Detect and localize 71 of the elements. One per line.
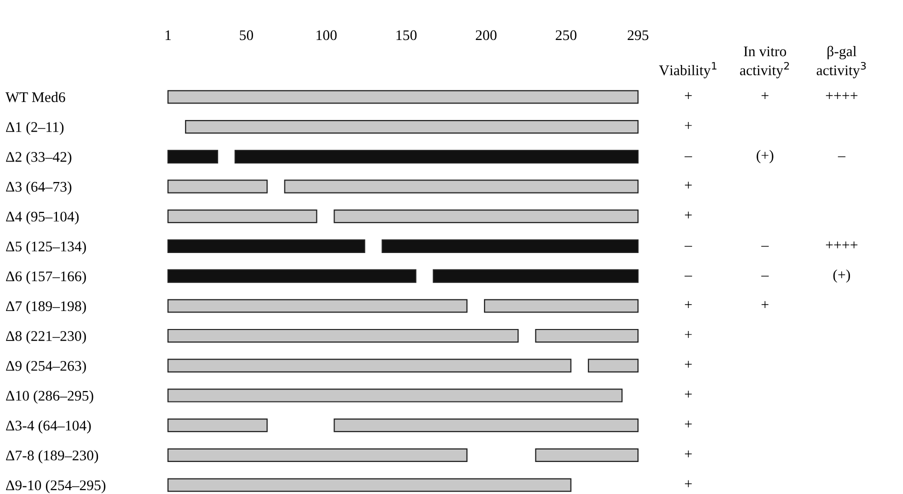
x-tick-label: 295 xyxy=(628,30,648,40)
x-tick-label: 200 xyxy=(476,30,497,40)
text: + xyxy=(684,420,692,428)
text: + xyxy=(684,331,692,338)
bar xyxy=(382,239,639,254)
x-tick-label: 250 xyxy=(556,30,576,40)
text: – xyxy=(684,246,692,247)
y-tick-label: Δ10 (286–295) xyxy=(6,390,94,404)
category-label: Viability$^{1}$ xyxy=(659,62,716,78)
y-tick-label: Δ7 (189–198) xyxy=(6,300,86,314)
y-tick-label: Δ9-10 (254–295) xyxy=(6,480,106,494)
text: + xyxy=(684,301,692,308)
text: + xyxy=(684,182,692,189)
bar xyxy=(167,418,268,432)
bar xyxy=(234,150,639,164)
text: + xyxy=(684,92,692,99)
bar xyxy=(167,210,318,224)
bar xyxy=(167,180,268,194)
y-tick-label: Δ3-4 (64–104) xyxy=(6,420,91,434)
y-tick-label: Δ2 (33–42) xyxy=(6,152,72,165)
y-tick-label: Δ5 (125–134) xyxy=(6,241,86,254)
bar xyxy=(167,478,572,492)
text: + xyxy=(762,92,768,99)
bar xyxy=(535,328,639,343)
bar xyxy=(334,210,639,224)
bar xyxy=(167,388,623,402)
text: + xyxy=(684,360,692,368)
category-label: β-gal activity$^{3}$ xyxy=(816,46,866,78)
text: + xyxy=(684,122,692,129)
bar xyxy=(284,180,639,194)
x-tick-label: 1 xyxy=(166,30,171,40)
x-tick-label: 100 xyxy=(316,30,337,40)
text: + xyxy=(762,301,768,308)
y-tick-label: Δ6 (157–166) xyxy=(6,271,86,284)
bar xyxy=(167,150,218,164)
bar xyxy=(432,269,639,283)
text: ++++ xyxy=(826,241,858,248)
bar xyxy=(167,328,519,343)
bar xyxy=(167,299,468,313)
bar xyxy=(167,239,366,254)
bar xyxy=(167,269,416,283)
x-tick-label: 50 xyxy=(240,30,254,40)
bar xyxy=(167,448,468,462)
y-tick-label: Δ1 (2–11) xyxy=(6,122,64,135)
bar xyxy=(167,358,572,372)
text: (+) xyxy=(756,150,774,164)
bar xyxy=(588,358,639,372)
y-tick-label: Δ8 (221–230) xyxy=(6,330,86,344)
text: ++++ xyxy=(826,92,858,99)
text: + xyxy=(684,450,692,458)
text: + xyxy=(684,480,692,488)
category-label: In vitro activity$^{2}$ xyxy=(740,46,789,78)
bar xyxy=(167,90,639,104)
text: + xyxy=(684,212,692,218)
text: (+) xyxy=(833,269,850,283)
y-tick-label: Δ4 (95–104) xyxy=(6,211,79,225)
text: – xyxy=(838,156,846,158)
y-tick-label: Δ7-8 (189–230) xyxy=(6,450,98,464)
bar xyxy=(484,299,639,313)
bar xyxy=(334,418,639,432)
text: – xyxy=(684,276,692,277)
bar xyxy=(185,120,639,134)
text: + xyxy=(684,390,692,398)
text: – xyxy=(684,156,692,158)
text: – xyxy=(761,276,769,277)
y-tick-label: WT Med6 xyxy=(6,92,66,102)
y-tick-label: Δ9 (254–263) xyxy=(6,360,86,374)
y-tick-label: Δ3 (64–73) xyxy=(6,181,72,195)
x-tick-label: 150 xyxy=(396,30,417,40)
text: – xyxy=(761,246,769,247)
bar xyxy=(535,448,639,462)
